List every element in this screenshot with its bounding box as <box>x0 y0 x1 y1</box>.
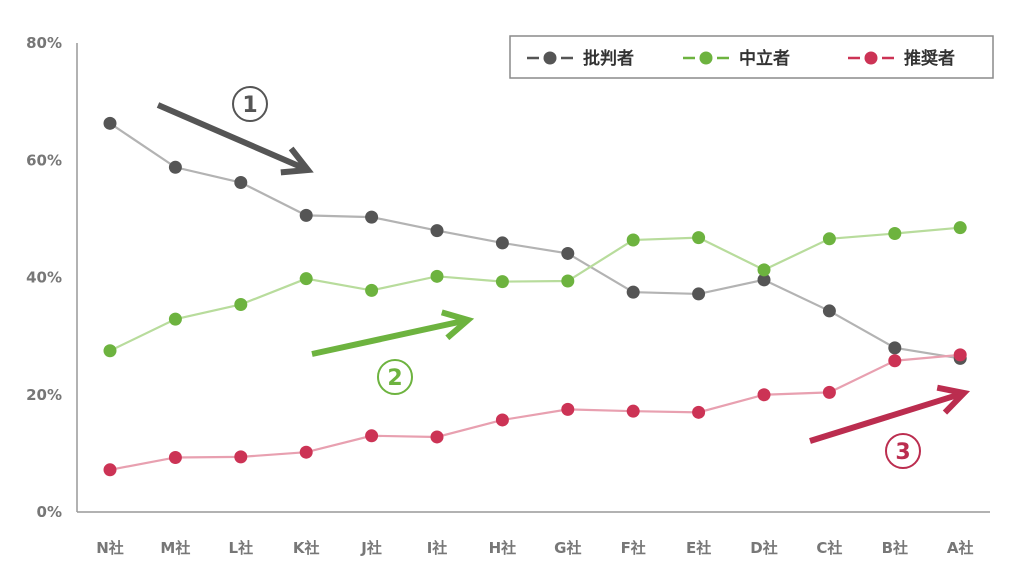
x-tick-label: J社 <box>360 539 382 557</box>
x-tick-label: H社 <box>489 539 517 557</box>
series-line <box>109 122 961 360</box>
x-tick-label: K社 <box>293 539 320 557</box>
annotation-circle <box>377 359 413 395</box>
data-point <box>299 208 313 222</box>
data-point <box>168 312 182 326</box>
arrow-head <box>280 146 314 176</box>
x-tick-label: I社 <box>427 539 448 557</box>
x-tick-label: E社 <box>686 539 711 557</box>
data-point <box>692 405 706 419</box>
y-tick-label: 60% <box>26 151 62 169</box>
arrow-shaft <box>156 102 306 172</box>
data-point <box>626 404 640 418</box>
trend-arrow: 3 <box>809 384 971 469</box>
data-point <box>168 160 182 174</box>
trend-arrows: 1 2 3 <box>156 86 971 469</box>
data-point <box>822 304 836 318</box>
legend-label: 批判者 <box>583 48 634 69</box>
series-layer <box>103 116 967 477</box>
data-point <box>168 450 182 464</box>
data-point <box>234 450 248 464</box>
y-tick-label: 80% <box>26 34 62 52</box>
y-axis-ticks: 0% 20% 40% 60% 80% <box>26 34 62 521</box>
x-tick-label: L社 <box>229 539 254 557</box>
legend-label: 推奨者 <box>904 48 955 69</box>
data-point <box>495 275 509 289</box>
data-point <box>495 236 509 250</box>
axes <box>76 43 990 513</box>
data-point <box>626 285 640 299</box>
annotation-circle <box>232 86 268 122</box>
data-point <box>626 233 640 247</box>
annotation-label: 1 <box>242 93 257 118</box>
x-tick-label: N社 <box>96 539 124 557</box>
arrow-shaft <box>809 391 962 444</box>
trend-arrow: 2 <box>311 309 475 395</box>
arrow-head <box>440 309 475 341</box>
data-point <box>234 297 248 311</box>
legend-item: 推奨者 <box>848 48 955 69</box>
data-point <box>103 463 117 477</box>
data-point <box>757 273 771 287</box>
legend-item: 批判者 <box>527 48 634 69</box>
annotation-circle <box>885 433 921 469</box>
data-point <box>234 176 248 190</box>
arrow-head <box>936 384 971 415</box>
legend-item: 中立者 <box>683 48 790 69</box>
data-point <box>103 116 117 130</box>
data-point <box>888 227 902 241</box>
legend-marker <box>699 51 713 65</box>
x-tick-label: D社 <box>750 539 777 557</box>
x-axis-ticks: N社 M社 L社 K社 J社 I社 H社 G社 F社 E社 D社 C社 B社 A社 <box>96 539 973 557</box>
data-point <box>365 283 379 297</box>
data-point <box>561 246 575 260</box>
data-point <box>430 224 444 238</box>
legend-marker <box>864 51 878 65</box>
series-line <box>109 353 961 471</box>
data-point <box>953 221 967 235</box>
data-point <box>299 445 313 459</box>
series-group <box>103 221 967 358</box>
y-tick-label: 0% <box>37 503 62 521</box>
arrow-shaft <box>311 317 465 357</box>
legend-label: 中立者 <box>739 48 790 69</box>
annotation-label: 3 <box>895 440 910 465</box>
data-point <box>888 341 902 355</box>
data-point <box>365 210 379 224</box>
x-tick-label: A社 <box>947 539 974 557</box>
legend-marker <box>543 51 557 65</box>
data-point <box>692 231 706 245</box>
series-group <box>103 116 967 365</box>
y-tick-label: 20% <box>26 386 62 404</box>
legend: 批判者 中立者 推奨者 <box>509 35 994 79</box>
x-tick-label: B社 <box>882 539 908 557</box>
data-point <box>103 344 117 358</box>
annotation-label: 2 <box>387 366 402 391</box>
data-point <box>430 269 444 283</box>
x-tick-label: F社 <box>621 539 646 557</box>
data-point <box>430 430 444 444</box>
data-point <box>822 232 836 246</box>
y-tick-label: 40% <box>26 269 62 287</box>
series-group <box>103 348 967 477</box>
data-point <box>822 385 836 399</box>
data-point <box>561 274 575 288</box>
data-point <box>299 272 313 286</box>
data-point <box>757 263 771 277</box>
x-tick-label: G社 <box>554 539 581 557</box>
data-point <box>692 287 706 301</box>
data-point <box>365 429 379 443</box>
data-point <box>757 388 771 402</box>
x-tick-label: M社 <box>160 539 190 557</box>
series-line <box>109 226 961 352</box>
data-point <box>953 348 967 362</box>
x-tick-label: C社 <box>816 539 842 557</box>
data-point <box>561 402 575 416</box>
legend-box <box>509 35 994 79</box>
trend-arrow: 1 <box>156 86 314 176</box>
data-point <box>495 413 509 427</box>
data-point <box>888 354 902 368</box>
